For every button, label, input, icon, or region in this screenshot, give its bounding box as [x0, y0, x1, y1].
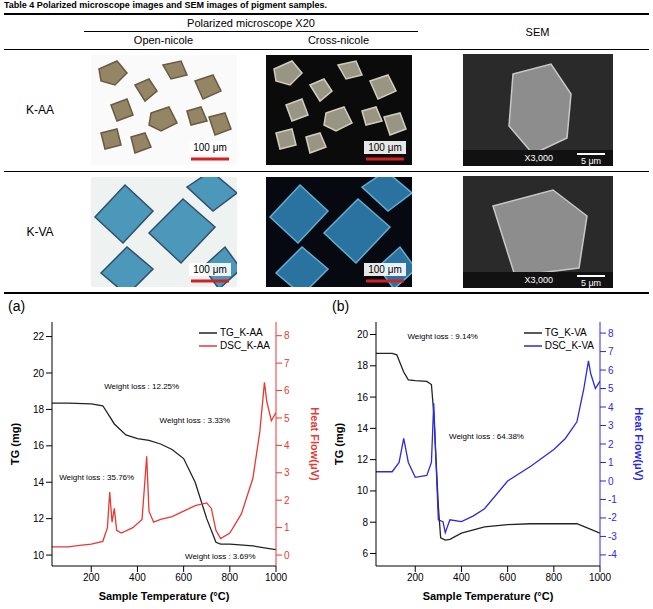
- svg-text:X3,000: X3,000: [524, 153, 553, 163]
- svg-text:Heat Flow(μV): Heat Flow(μV): [633, 407, 645, 481]
- svg-text:20: 20: [33, 368, 45, 379]
- svg-text:800: 800: [221, 572, 238, 583]
- svg-text:6: 6: [608, 365, 614, 376]
- svg-text:0: 0: [608, 476, 614, 487]
- html-text:Cross-nicole: Cross-nicole: [307, 34, 370, 46]
- svg-text:200: 200: [83, 572, 100, 583]
- html-text:DSC_K-VA: DSC_K-VA: [544, 340, 594, 351]
- svg-text:1000: 1000: [589, 572, 612, 583]
- svg-text:12: 12: [33, 513, 45, 524]
- svg-text:16: 16: [33, 440, 45, 451]
- svg-text:4: 4: [284, 440, 290, 451]
- svg-text:Sample Temperature (°C): Sample Temperature (°C): [423, 590, 554, 602]
- html-text:TG_K-AA: TG_K-AA: [220, 327, 263, 338]
- svg-text:2: 2: [608, 439, 614, 450]
- svg-text:100 μm: 100 μm: [368, 142, 402, 153]
- html-text:DSC_K-AA: DSC_K-AA: [220, 340, 270, 351]
- svg-text:12: 12: [357, 454, 369, 465]
- svg-text:0: 0: [284, 550, 290, 561]
- svg-text:6: 6: [362, 548, 368, 559]
- svg-text:2: 2: [284, 495, 290, 506]
- svg-text:200: 200: [407, 572, 424, 583]
- svg-text:14: 14: [33, 477, 45, 488]
- svg-text:-1: -1: [608, 494, 617, 505]
- svg-text:4: 4: [608, 402, 614, 413]
- svg-text:Weight loss : 35.76%: Weight loss : 35.76%: [59, 473, 134, 482]
- svg-text:Weight loss : 3.33%: Weight loss : 3.33%: [160, 416, 231, 425]
- svg-text:Weight loss : 64.38%: Weight loss : 64.38%: [449, 432, 524, 441]
- svg-text:100 μm: 100 μm: [368, 264, 402, 275]
- svg-text:400: 400: [129, 572, 146, 583]
- svg-text:-4: -4: [608, 549, 617, 560]
- html-text:TG_K-VA: TG_K-VA: [544, 327, 587, 338]
- svg-text:5 μm: 5 μm: [580, 156, 600, 166]
- svg-text:10: 10: [33, 550, 45, 561]
- svg-text:Heat Flow(μV): Heat Flow(μV): [309, 407, 321, 481]
- svg-text:400: 400: [453, 572, 470, 583]
- svg-text:8: 8: [608, 328, 614, 339]
- svg-text:20: 20: [357, 329, 369, 340]
- svg-text:1: 1: [608, 457, 614, 468]
- svg-text:16: 16: [357, 392, 369, 403]
- svg-text:Weight loss : 3.69%: Weight loss : 3.69%: [185, 552, 256, 561]
- svg-text:TG (mg): TG (mg): [333, 423, 345, 465]
- svg-text:3: 3: [608, 420, 614, 431]
- svg-text:1: 1: [284, 522, 290, 533]
- html-text:Open-nicole: Open-nicole: [133, 34, 194, 46]
- svg-text:22: 22: [33, 331, 45, 342]
- svg-text:7: 7: [608, 346, 614, 357]
- svg-text:7: 7: [284, 358, 290, 369]
- svg-text:600: 600: [175, 572, 192, 583]
- svg-text:-3: -3: [608, 531, 617, 542]
- svg-text:5: 5: [284, 413, 290, 424]
- svg-text:X3,000: X3,000: [524, 275, 553, 285]
- html-text:K-AA: K-AA: [26, 103, 54, 117]
- svg-text:10: 10: [357, 485, 369, 496]
- svg-text:100 μm: 100 μm: [193, 264, 227, 275]
- svg-text:TG (mg): TG (mg): [9, 423, 21, 465]
- svg-text:Weight loss : 12.25%: Weight loss : 12.25%: [104, 382, 179, 391]
- svg-text:8: 8: [362, 517, 368, 528]
- svg-text:5 μm: 5 μm: [580, 278, 600, 288]
- svg-text:18: 18: [33, 404, 45, 415]
- svg-text:Weight loss : 9.14%: Weight loss : 9.14%: [407, 332, 478, 341]
- svg-text:6: 6: [284, 385, 290, 396]
- html-text:Polarized microscope X20: Polarized microscope X20: [187, 17, 315, 29]
- svg-text:Sample Temperature (°C): Sample Temperature (°C): [99, 590, 230, 602]
- html-text:Table 4 Polarized microscope i: Table 4 Polarized microscope images and …: [4, 0, 327, 10]
- svg-text:18: 18: [357, 360, 369, 371]
- svg-text:-2: -2: [608, 512, 617, 523]
- svg-text:3: 3: [284, 467, 290, 478]
- svg-text:5: 5: [608, 383, 614, 394]
- svg-text:1000: 1000: [265, 572, 288, 583]
- svg-text:800: 800: [545, 572, 562, 583]
- svg-text:100 μm: 100 μm: [193, 142, 227, 153]
- html-text:K-VA: K-VA: [26, 225, 54, 239]
- svg-text:600: 600: [499, 572, 516, 583]
- svg-text:8: 8: [284, 330, 290, 341]
- html-text:(b): (b): [332, 298, 350, 314]
- svg-text:14: 14: [357, 423, 369, 434]
- html-text:(a): (a): [8, 298, 26, 314]
- html-text:SEM: SEM: [525, 25, 550, 38]
